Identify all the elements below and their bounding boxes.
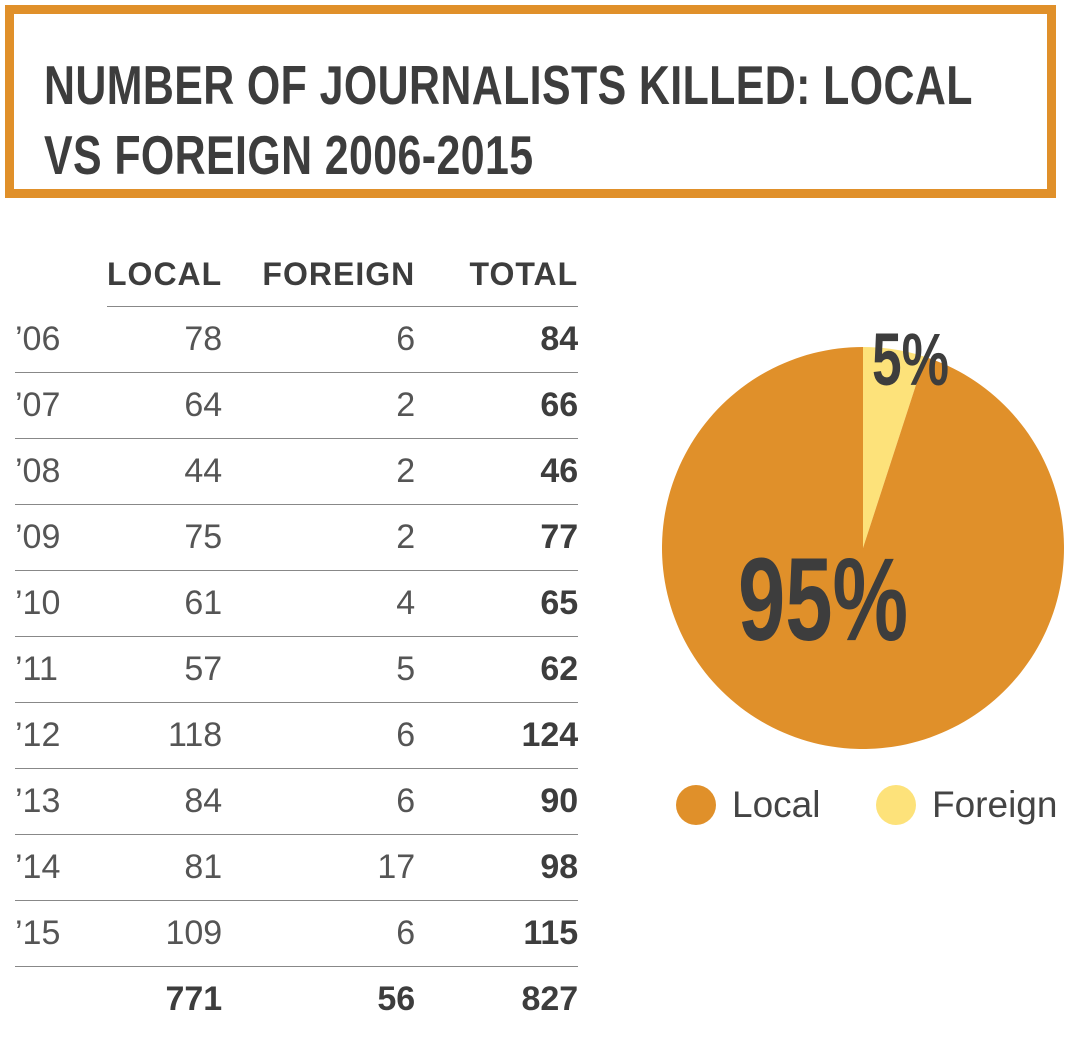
row-year: ’14 [15, 834, 107, 901]
row-foreign: 5 [222, 636, 416, 703]
row-foreign: 6 [222, 702, 416, 769]
row-local: 75 [107, 504, 223, 571]
row-foreign: 2 [222, 372, 416, 439]
legend-item-foreign: Foreign [876, 784, 1057, 826]
row-year: ’09 [15, 504, 107, 571]
pie-label-foreign: 5% [872, 318, 950, 401]
row-total: 90 [415, 768, 579, 835]
row-local: 118 [107, 702, 223, 769]
row-foreign: 6 [222, 768, 416, 835]
legend-swatch-foreign [876, 785, 916, 825]
row-total: 62 [415, 636, 579, 703]
row-local: 64 [107, 372, 223, 439]
row-local: 61 [107, 570, 223, 637]
totals-label [15, 967, 107, 1033]
table-row: ’07 64 2 66 [15, 372, 579, 439]
row-foreign: 17 [222, 834, 416, 901]
row-total: 66 [415, 372, 579, 439]
row-local: 84 [107, 768, 223, 835]
legend-label-local: Local [732, 784, 821, 825]
row-total: 65 [415, 570, 579, 637]
row-local: 78 [107, 306, 223, 373]
header-total: TOTAL [415, 242, 579, 307]
table-row: ’12 118 6 124 [15, 702, 579, 769]
header-local: LOCAL [107, 242, 223, 307]
chart-title-line-2: VS FOREIGN 2006-2015 [44, 124, 534, 186]
row-total: 98 [415, 834, 579, 901]
table-row: ’13 84 6 90 [15, 768, 579, 835]
row-total: 115 [415, 900, 579, 967]
row-total: 124 [415, 702, 579, 769]
row-foreign: 2 [222, 504, 416, 571]
pie-chart [660, 345, 1066, 751]
row-year: ’06 [15, 306, 107, 373]
totals-local: 771 [165, 980, 223, 1018]
row-foreign: 6 [222, 900, 416, 967]
row-total: 84 [415, 306, 579, 373]
table-row: ’15 109 6 115 [15, 900, 579, 967]
row-year: ’13 [15, 768, 107, 835]
legend-item-local: Local [676, 784, 820, 826]
totals-foreign: 56 [377, 980, 416, 1018]
header-foreign: FOREIGN [222, 242, 416, 307]
row-year: ’12 [15, 702, 107, 769]
row-year: ’07 [15, 372, 107, 439]
row-local: 44 [107, 438, 223, 505]
row-foreign: 4 [222, 570, 416, 637]
table-row: ’09 75 2 77 [15, 504, 579, 571]
row-local: 109 [107, 900, 223, 967]
row-total: 46 [415, 438, 579, 505]
legend-swatch-local [676, 785, 716, 825]
legend-label-foreign: Foreign [932, 784, 1058, 825]
row-year: ’10 [15, 570, 107, 637]
pie-slice-local [662, 347, 1064, 749]
chart-title-line-1: NUMBER OF JOURNALISTS KILLED: LOCAL [44, 54, 973, 116]
totals-total: 827 [521, 980, 579, 1018]
table-row: ’06 78 6 84 [15, 306, 579, 373]
row-foreign: 2 [222, 438, 416, 505]
title-box: NUMBER OF JOURNALISTS KILLED: LOCAL VS F… [5, 5, 1056, 198]
data-table: LOCAL FOREIGN TOTAL ’06 78 6 84’07 64 2 66’08 4… [15, 242, 579, 1033]
table-row: ’10 61 4 65 [15, 570, 579, 637]
header-year [15, 242, 107, 307]
table-row: ’14 81 17 98 [15, 834, 579, 901]
table-row: ’11 57 5 62 [15, 636, 579, 703]
row-foreign: 6 [222, 306, 416, 373]
row-year: ’11 [15, 636, 107, 703]
row-year: ’08 [15, 438, 107, 505]
row-local: 57 [107, 636, 223, 703]
pie-slice-foreign [863, 347, 926, 548]
row-year: ’15 [15, 900, 107, 967]
table-totals-row: 771 56 827 [15, 967, 578, 1033]
table-row: ’08 44 2 46 [15, 438, 579, 505]
pie-svg [662, 347, 1064, 749]
row-total: 77 [415, 504, 579, 571]
row-local: 81 [107, 834, 223, 901]
table-header-row: LOCAL FOREIGN TOTAL [15, 242, 579, 307]
pie-label-local: 95% [738, 534, 909, 666]
